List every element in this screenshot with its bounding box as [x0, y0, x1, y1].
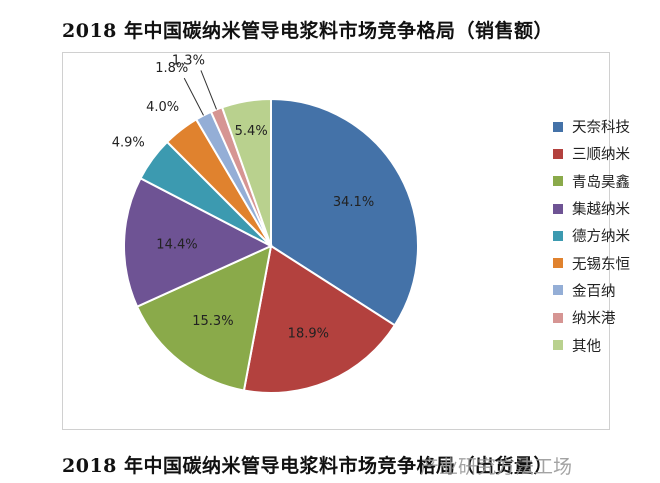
legend-swatch [553, 176, 563, 187]
legend-item: 德方纳米 [553, 222, 630, 249]
legend-label: 纳米港 [572, 311, 616, 328]
legend-item: 金百纳 [553, 277, 630, 304]
legend-label: 三顺纳米 [572, 147, 630, 164]
pie-data-label: 5.4% [235, 124, 268, 139]
leader-line [200, 70, 217, 110]
pie-data-label: 1.8% [155, 61, 188, 76]
pie-data-label: 18.9% [288, 326, 329, 341]
next-chart-title: 2018 年中国碳纳米管导电浆料市场竞争格局（出货量） [62, 455, 553, 477]
legend-swatch [553, 230, 563, 241]
legend-label: 青岛昊鑫 [572, 174, 630, 191]
legend-swatch [553, 258, 563, 269]
legend-item: 纳米港 [553, 304, 630, 331]
pie-data-label: 34.1% [333, 195, 374, 210]
legend-label: 德方纳米 [572, 229, 630, 246]
legend-swatch [553, 312, 563, 323]
legend-label: 集越纳米 [572, 202, 630, 219]
legend-label: 天奈科技 [572, 120, 630, 137]
pie-data-label: 1.3% [172, 53, 205, 68]
pie-data-label: 15.3% [192, 314, 233, 329]
legend-swatch [553, 340, 563, 351]
watermark: 产业研究方法工场 [420, 456, 573, 478]
pie-slice [220, 97, 272, 247]
legend-swatch [553, 148, 563, 159]
chart-legend: 天奈科技三顺纳米青岛昊鑫集越纳米德方纳米无锡东恒金百纳纳米港其他 [553, 113, 630, 359]
leader-line [183, 77, 204, 116]
legend-item: 青岛昊鑫 [553, 168, 630, 195]
legend-label: 无锡东恒 [572, 256, 630, 273]
legend-label: 其他 [572, 338, 601, 355]
chart-title: 2018 年中国碳纳米管导电浆料市场竞争格局（销售额） [62, 20, 553, 42]
pie-slice [135, 244, 273, 392]
legend-item: 无锡东恒 [553, 249, 630, 276]
pie-data-label: 4.9% [112, 135, 145, 150]
legend-swatch [553, 203, 563, 214]
legend-swatch [553, 121, 563, 132]
legend-swatch [553, 285, 563, 296]
legend-item: 集越纳米 [553, 195, 630, 222]
pie-slice [123, 176, 274, 308]
pie-slice [242, 244, 397, 394]
pie-data-label: 14.4% [156, 237, 197, 252]
pie-data-label: 4.0% [146, 100, 179, 115]
legend-item: 天奈科技 [553, 113, 630, 140]
legend-item: 其他 [553, 331, 630, 358]
legend-label: 金百纳 [572, 283, 616, 300]
legend-item: 三顺纳米 [553, 140, 630, 167]
